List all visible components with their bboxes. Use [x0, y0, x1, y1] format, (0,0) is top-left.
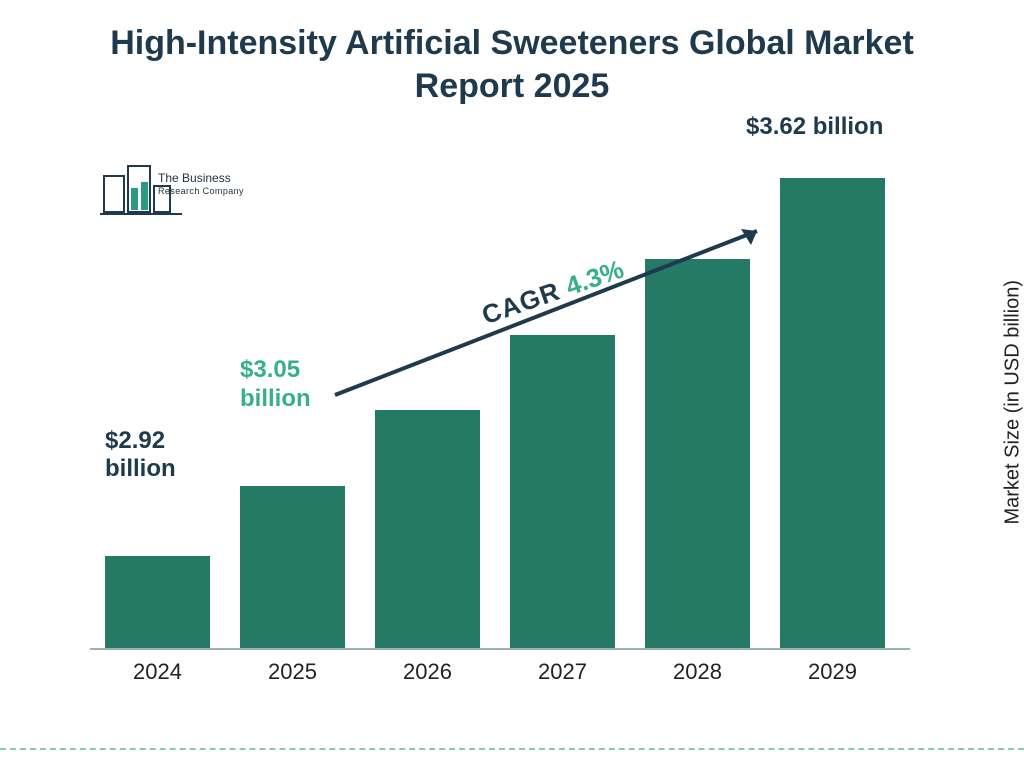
value-label-2025: $3.05billion [240, 356, 311, 414]
trend-arrow-icon [325, 215, 785, 415]
xlabel-2027: 2027 [498, 659, 628, 685]
xlabel-2026: 2026 [363, 659, 493, 685]
value-label-2024: $2.92billion [105, 427, 176, 485]
bar-2026 [375, 410, 480, 648]
xlabel-2028: 2028 [633, 659, 763, 685]
bar-2025 [240, 486, 345, 648]
y-axis-label: Market Size (in USD billion) [1002, 280, 1024, 525]
xlabel-2025: 2025 [228, 659, 358, 685]
xlabel-2029: 2029 [768, 659, 898, 685]
bottom-divider [0, 748, 1024, 750]
xlabel-2024: 2024 [93, 659, 223, 685]
bar-2029 [780, 178, 885, 648]
chart-title: High-Intensity Artificial Sweeteners Glo… [0, 0, 1024, 107]
bar-2024 [105, 556, 210, 648]
cagr-annotation: CAGR4.3% [325, 215, 785, 415]
chart-area: 202420252026202720282029 $2.92billion $3.0… [90, 150, 930, 690]
value-label-2029: $3.62 billion [746, 113, 883, 142]
x-axis-baseline [90, 648, 910, 650]
